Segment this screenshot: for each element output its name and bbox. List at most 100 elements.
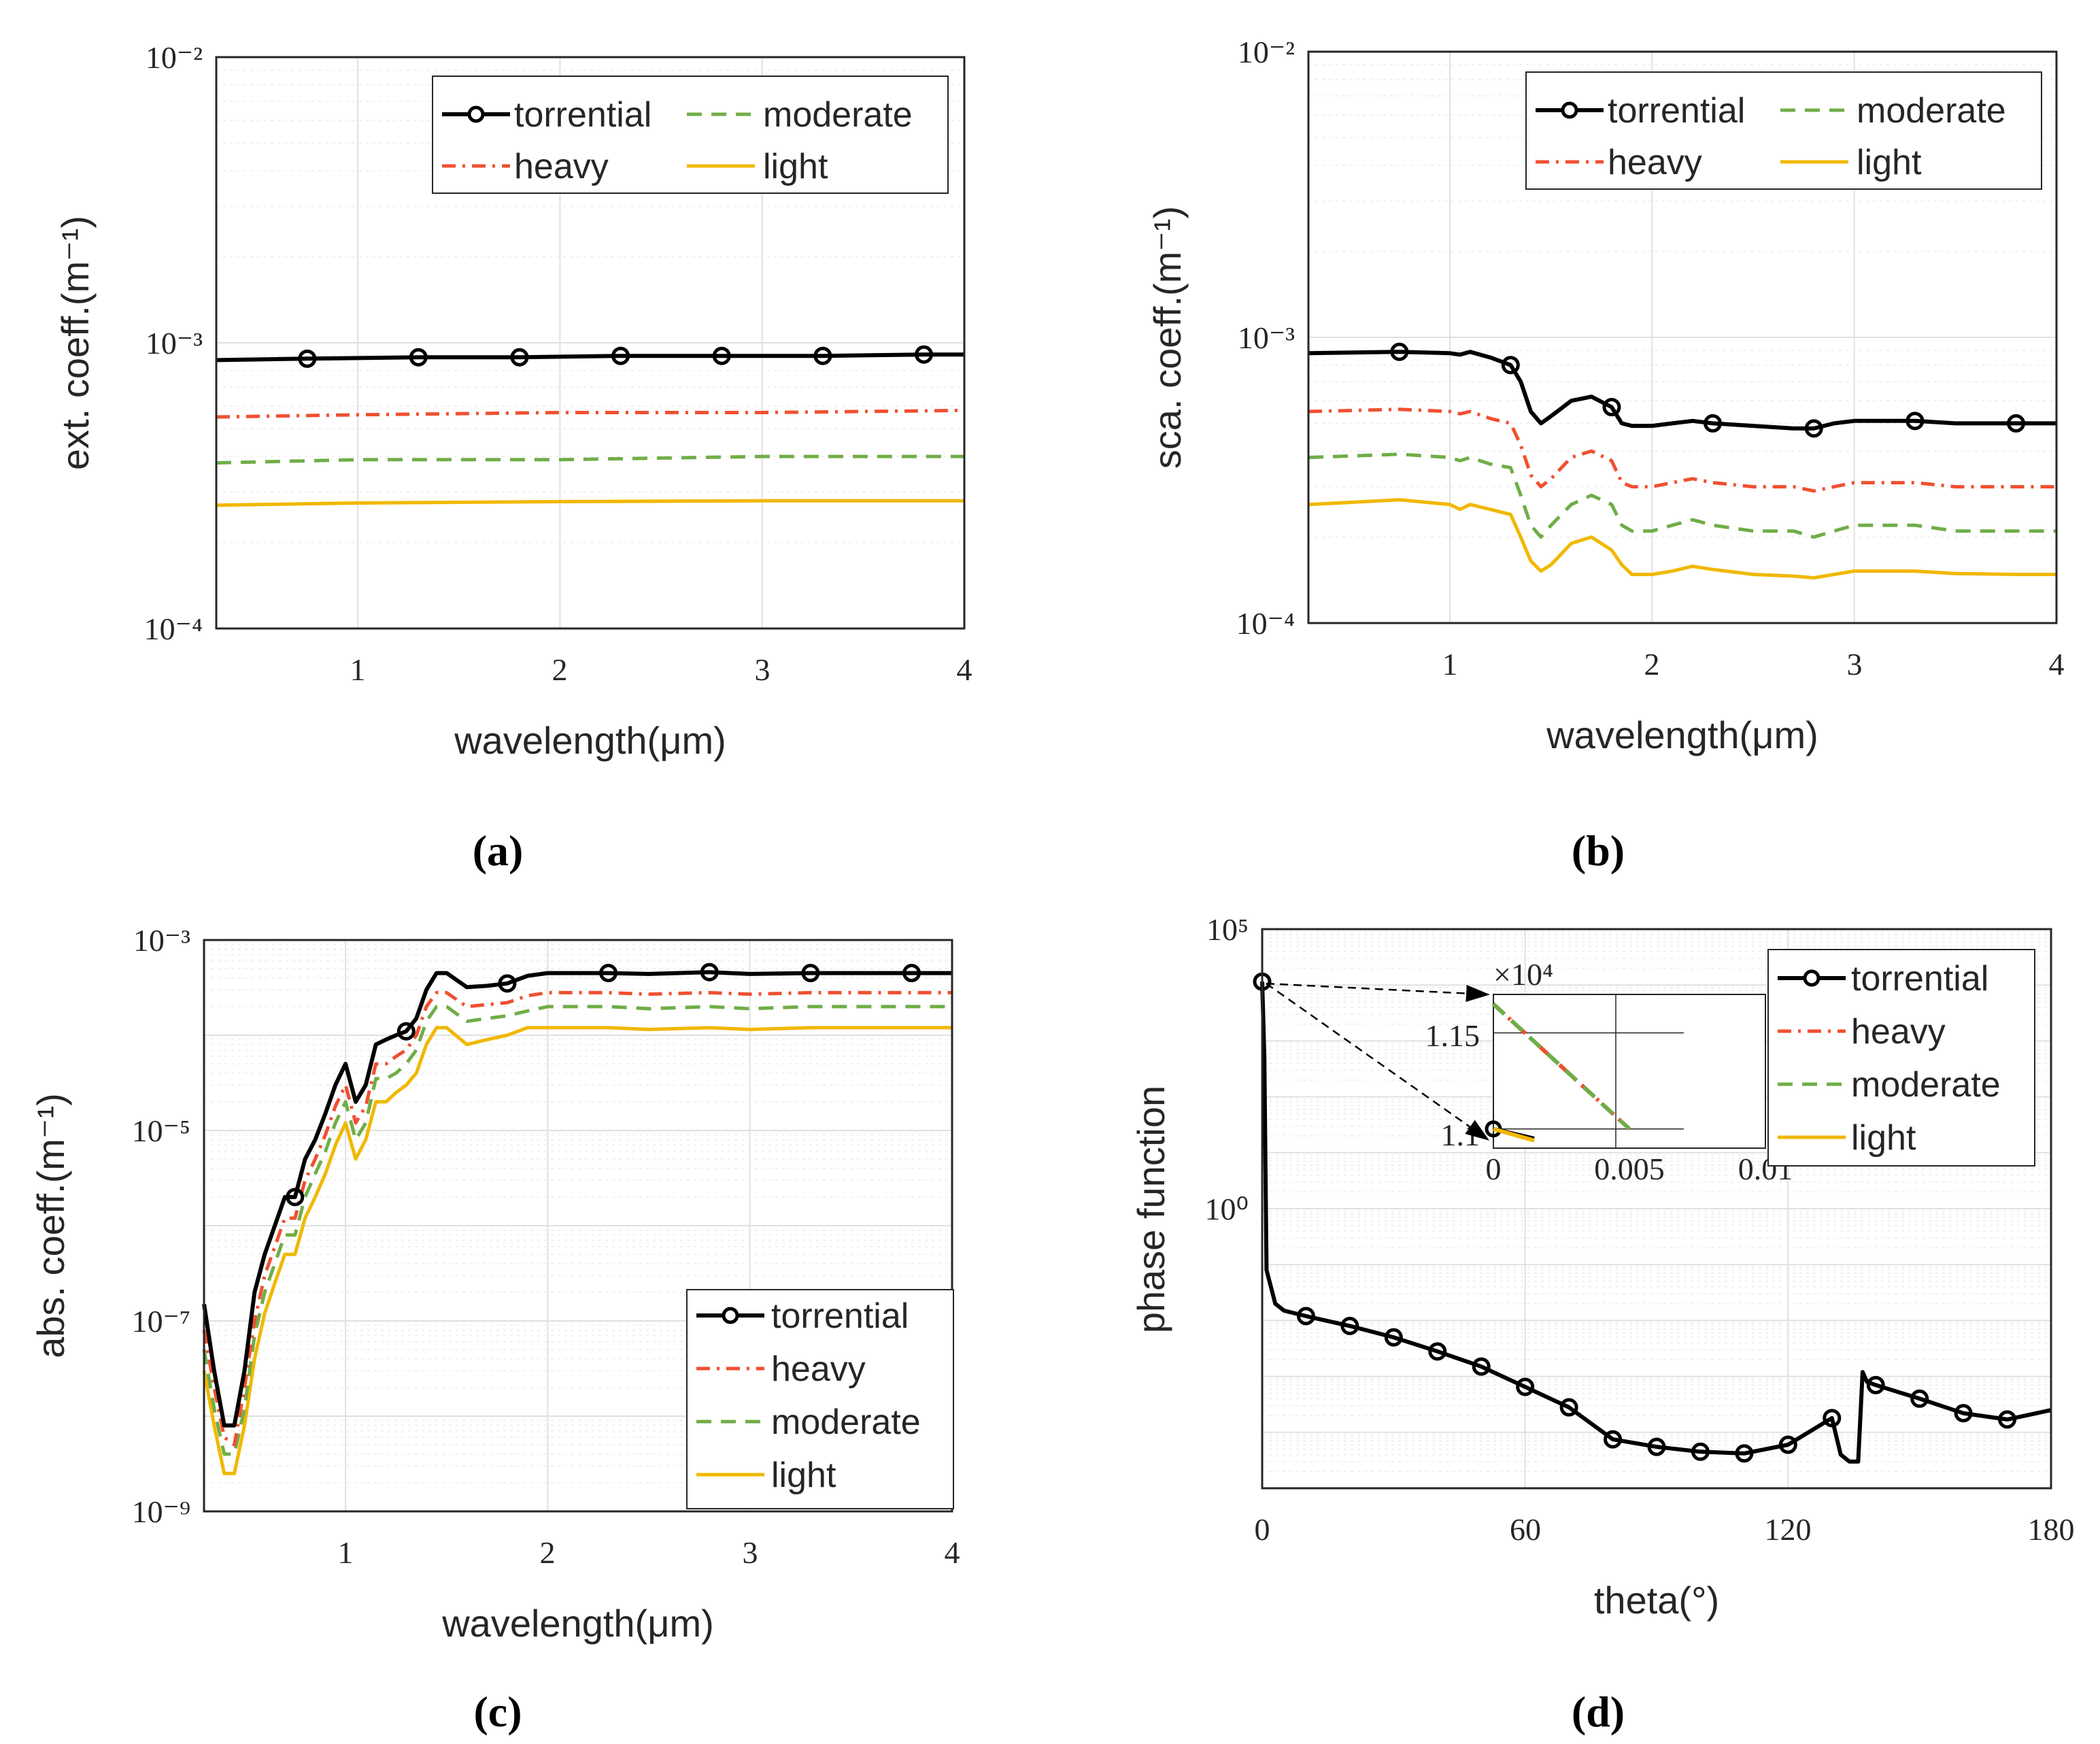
panel-b-series-torrential (1308, 350, 2056, 431)
panel-a-xtick: 4 (957, 652, 972, 687)
panel-c-ytick: 10⁻³ (133, 923, 190, 958)
panel-c-marker-torrential (599, 964, 618, 983)
panel-b-legend-label-light: light (1857, 143, 1922, 182)
panel-a-marker-torrential (298, 349, 317, 368)
panel-a-legend-box (432, 76, 949, 194)
panel-d-axes-frame (1261, 928, 2052, 1490)
panel-d-marker-torrential (1691, 1442, 1710, 1461)
panel-d-marker-torrential (1998, 1410, 2017, 1429)
panel-d-xtick: 180 (2028, 1512, 2075, 1547)
panel-c-xtick: 2 (540, 1535, 556, 1570)
panel-c-series-heavy (202, 990, 952, 1447)
panel-d-legend: torrential heavy moderate light (1767, 949, 2035, 1167)
panel-c-series-torrential (202, 970, 952, 1428)
panel-d-marker-torrential (1516, 1377, 1535, 1396)
panel-c-series-light (202, 1026, 952, 1475)
panel-a-ylabel: ext. coeff.(m⁻¹) (54, 216, 97, 470)
panel-d-ylabel: phase function (1130, 1086, 1172, 1333)
panel-a: 10⁻² 10⁻³ 10⁻⁴ 1 2 3 4 wavelength(μm) ex… (54, 40, 972, 875)
panel-d-xtick: 60 (1510, 1512, 1541, 1547)
panel-c-marker-torrential (801, 964, 820, 983)
panel-c-label: (c) (473, 1688, 522, 1736)
panel-a-xlabel: wavelength(μm) (454, 719, 726, 762)
panel-d-legend-label-moderate: moderate (1851, 1065, 2001, 1105)
panel-d-inset-exponent: ×10⁴ (1493, 957, 1553, 992)
panel-d-marker-torrential (1778, 1435, 1797, 1454)
panel-b-ytick: 10⁻² (1238, 35, 1295, 69)
panel-b-marker-torrential (1602, 398, 1621, 417)
panel-b-xlabel: wavelength(μm) (1546, 714, 1818, 756)
panel-c-xtick: 1 (338, 1535, 354, 1570)
panel-b-marker-torrential (1804, 419, 1823, 438)
panel-c-marker-torrential (286, 1188, 305, 1207)
panel-a-marker-torrential (510, 348, 529, 367)
panel-b-ytick: 10⁻⁴ (1236, 606, 1295, 641)
panel-a-xtick: 1 (350, 652, 366, 687)
panel-b-marker-torrential (1704, 414, 1723, 433)
panel-a-marker-torrential (712, 346, 731, 365)
panel-d-inset-ytick: 1.15 (1425, 1018, 1480, 1053)
panel-a-axes-frame (215, 56, 966, 630)
panel-d-legend-label-heavy: heavy (1851, 1012, 1946, 1052)
panel-d-marker-torrential (1472, 1357, 1491, 1376)
panel-a-legend-label-light: light (763, 147, 828, 186)
panel-d-marker-torrential (1384, 1328, 1403, 1347)
panel-b-xtick: 3 (1847, 647, 1863, 682)
panel-c-ytick: 10⁻⁷ (132, 1304, 190, 1339)
panel-d-inset-series-moderate (1491, 1002, 1631, 1130)
panel-c-xlabel: wavelength(μm) (441, 1602, 714, 1645)
panel-a-marker-torrential (813, 346, 832, 365)
panel-d-marker-torrential (1340, 1316, 1359, 1335)
panel-d-zoom-arrow (1266, 982, 1490, 1003)
panel-d-marker-torrential (1604, 1430, 1623, 1449)
panel-d-zoom-arrow (1266, 982, 1490, 1141)
panel-a-ytick: 10⁻⁴ (144, 611, 203, 646)
panel-d-label: (d) (1572, 1688, 1625, 1736)
panel-c-xtick: 4 (945, 1535, 960, 1570)
panel-c-legend-label-moderate: moderate (771, 1403, 921, 1442)
panel-a-marker-torrential (611, 346, 630, 365)
panel-c-ylabel: abs. coeff.(m⁻¹) (29, 1093, 72, 1358)
panel-b-marker-torrential (1501, 356, 1520, 375)
panel-d-zoom-arrows (1266, 982, 1490, 1141)
panel-b-legend-label-heavy: heavy (1608, 143, 1702, 182)
panel-d-inset: ×10⁴ 1.15 1.1 0 0.005 0.01 (1425, 957, 1793, 1186)
panel-c-legend-label-light: light (771, 1456, 836, 1495)
panel-a-legend-label-heavy: heavy (514, 147, 609, 186)
panel-d-marker-torrential (1735, 1444, 1754, 1463)
panel-b-xtick: 1 (1442, 647, 1458, 682)
panel-d: 10⁵ 10⁰ 0 60 120 180 theta(°) phase func… (1130, 912, 2075, 1736)
panel-b-xtick: 2 (1644, 647, 1660, 682)
panel-b-series-heavy (1308, 407, 2056, 493)
panel-d-marker-torrential (1559, 1398, 1578, 1417)
panel-d-marker-torrential (1866, 1375, 1885, 1394)
panel-c-legend-marker-torrential (722, 1307, 739, 1324)
panel-d-series-torrential (1260, 982, 2052, 1464)
panel-b-ytick: 10⁻³ (1238, 320, 1295, 355)
panel-d-ytick: 10⁵ (1206, 912, 1249, 947)
panel-d-legend-marker-torrential (1803, 969, 1820, 987)
panel-a-ytick: 10⁻³ (146, 326, 203, 360)
panel-d-xlabel: theta(°) (1594, 1579, 1719, 1622)
panel-b-legend-box (1525, 71, 2042, 190)
panel-a-xtick: 2 (552, 652, 568, 687)
panel-a-label: (a) (473, 826, 524, 875)
panel-d-ytick: 10⁰ (1205, 1192, 1249, 1226)
panel-d-legend-label-light: light (1851, 1118, 1916, 1158)
panel-a-legend-marker-torrential (467, 105, 485, 123)
panel-c-marker-torrential (396, 1022, 416, 1041)
panel-d-marker-torrential (1954, 1404, 1973, 1423)
panel-b-label: (b) (1572, 826, 1625, 875)
panel-a-marker-torrential (915, 345, 934, 364)
panel-a-legend-label-torrential: torrential (514, 95, 651, 135)
panel-b-legend-label-torrential: torrential (1608, 91, 1745, 131)
panel-c-marker-torrential (902, 964, 921, 983)
panel-c-series-moderate (202, 1005, 952, 1456)
panel-c: 10⁻³ 10⁻⁵ 10⁻⁷ 10⁻⁹ 1 2 3 4 wavelength(μ… (29, 923, 960, 1736)
panel-b: 10⁻² 10⁻³ 10⁻⁴ 1 2 3 4 wavelength(μm) sc… (1146, 35, 2065, 875)
panel-a-series-light (216, 499, 964, 507)
panel-d-marker-torrential (1910, 1389, 1929, 1408)
panel-b-marker-torrential (2007, 414, 2026, 433)
panel-d-marker-torrential (1823, 1409, 1842, 1428)
